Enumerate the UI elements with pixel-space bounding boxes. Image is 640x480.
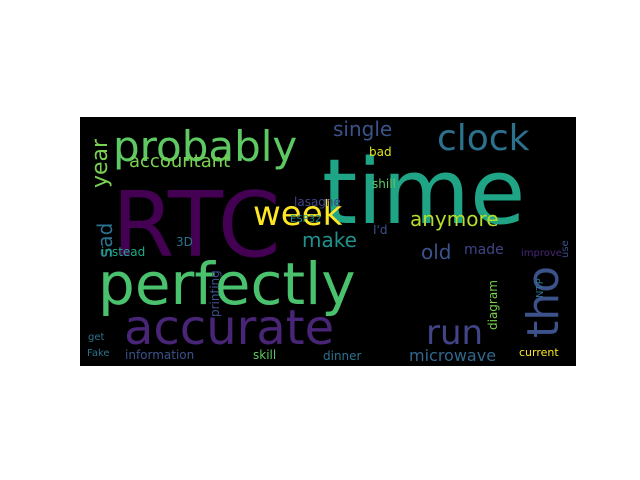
word-shill: shill [372, 177, 396, 191]
word-time: time [322, 140, 525, 245]
word-current: current [519, 346, 559, 359]
word-year: year [88, 138, 113, 188]
word-dinner: dinner [323, 349, 362, 363]
word-diagram: diagram [486, 280, 500, 330]
word-instead: instead [101, 245, 145, 259]
word-sad: sad [93, 223, 117, 258]
word-clock: clock [437, 118, 530, 159]
word-microwave: microwave [409, 346, 496, 365]
word-run: run [426, 313, 483, 353]
word-rtc: RTC [112, 173, 281, 278]
word-perfectly: perfectly [98, 250, 356, 318]
word-week: week [253, 194, 343, 234]
word-cloud-background [80, 117, 576, 366]
word-skill: skill [253, 348, 276, 362]
word-printing: printing [208, 270, 222, 317]
word-i-d: I'd [373, 223, 387, 237]
word-lasagne: lasagne [294, 195, 341, 209]
word-accurate: accurate [124, 300, 334, 356]
word-make: make [302, 228, 357, 252]
word-improve: improve [521, 248, 562, 259]
word-get: get [88, 332, 105, 343]
word-made: made [464, 242, 504, 258]
word-tho: tho [518, 266, 569, 338]
word-ntp: NTP [535, 278, 546, 298]
word-anymore: anymore [410, 207, 499, 231]
word-use: use [560, 240, 571, 258]
word-old: old [421, 240, 452, 264]
word-esp32: ESP32 [290, 214, 321, 225]
word-accountant: accountant [129, 151, 230, 172]
word-single: single [333, 117, 392, 141]
word-bad: bad [369, 145, 392, 159]
word-probably: probably [113, 122, 297, 171]
word-information: information [125, 348, 194, 362]
word-3d: 3D [176, 235, 193, 249]
word-fake: Fake [87, 348, 110, 359]
